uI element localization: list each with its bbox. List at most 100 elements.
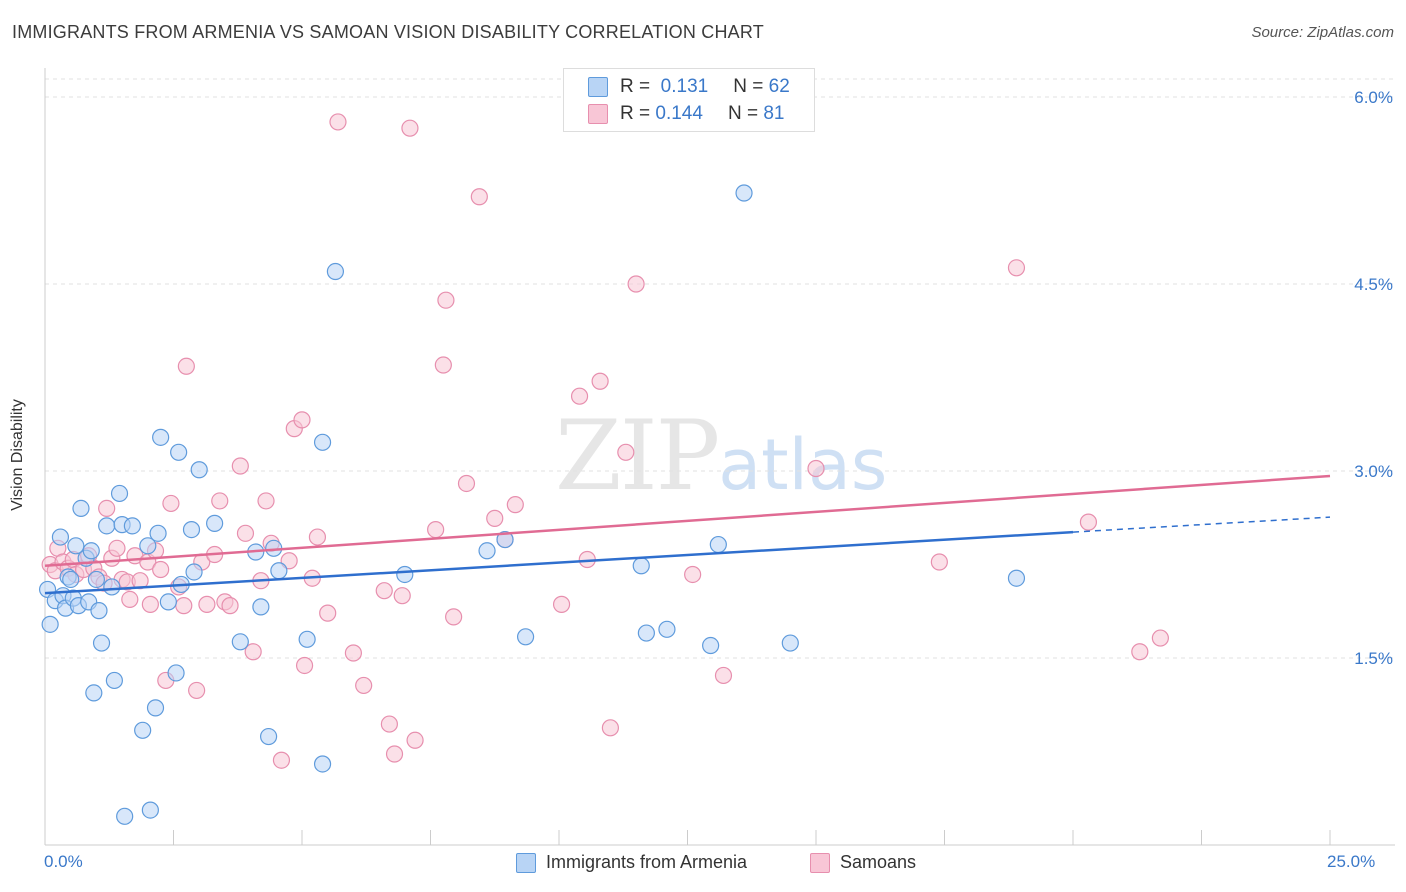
legend-item-samoans[interactable]: Samoans — [810, 852, 916, 873]
legend-label-samoans: Samoans — [840, 852, 917, 872]
samoans-point — [1131, 643, 1149, 661]
armenia-point — [92, 634, 111, 652]
samoans-point — [601, 719, 620, 737]
samoans-point — [486, 509, 504, 527]
samoans-point — [141, 595, 159, 613]
samoans-point — [445, 608, 463, 626]
armenia-point — [709, 535, 727, 554]
armenia-point — [98, 517, 116, 535]
armenia-point — [116, 807, 134, 825]
chart-title: IMMIGRANTS FROM ARMENIA VS SAMOAN VISION… — [12, 22, 764, 42]
samoans-point — [930, 553, 948, 571]
armenia-point — [85, 684, 103, 702]
y-tick-label: 3.0% — [1354, 462, 1393, 481]
samoans-point — [401, 119, 419, 137]
armenia-point — [632, 557, 650, 575]
samoans-point — [236, 524, 255, 542]
armenia-trend-extension — [1072, 516, 1331, 533]
armenia-point — [231, 633, 249, 651]
samoans-point — [1007, 259, 1026, 277]
armenia-legend-swatch — [516, 852, 536, 873]
watermark-zip: ZIP — [555, 400, 720, 512]
samoans-point — [380, 715, 398, 733]
armenia-point — [313, 433, 332, 451]
y-tick-label: 1.5% — [1354, 649, 1393, 668]
samoans-point — [1079, 513, 1098, 531]
stats-row-samoans: R = 0.144 N = 81 — [588, 101, 784, 127]
samoans-point — [98, 499, 116, 517]
samoans-point — [714, 666, 733, 685]
samoans-point — [385, 745, 404, 763]
samoans-point — [375, 582, 393, 600]
watermark: ZIPatlas — [555, 400, 887, 512]
armenia-point — [51, 528, 70, 546]
armenia-point — [87, 570, 106, 589]
r-label: R = — [620, 76, 651, 97]
samoans-point — [1151, 629, 1169, 647]
armenia-point — [141, 801, 159, 819]
armenia-point — [702, 636, 720, 655]
armenia-point — [206, 514, 224, 532]
samoans-point — [272, 751, 291, 769]
samoans-point — [257, 492, 275, 510]
grid — [45, 78, 1395, 659]
legend-item-armenia[interactable]: Immigrants from Armenia — [516, 852, 747, 873]
samoans-point — [211, 492, 229, 510]
armenia-point — [72, 499, 90, 517]
armenia-point — [637, 624, 655, 642]
samoans-point — [393, 587, 411, 605]
armenia-point — [90, 602, 108, 620]
armenia-point — [781, 634, 799, 652]
samoans-point — [308, 528, 327, 546]
samoans-point — [319, 604, 337, 622]
armenia-swatch — [588, 77, 608, 97]
armenia-trend-line — [44, 530, 1074, 595]
r-value: 0.131 — [660, 76, 709, 97]
samoans-point — [506, 496, 524, 514]
samoans-point — [162, 494, 180, 513]
armenia-point — [516, 628, 535, 646]
samoans-point — [329, 113, 347, 131]
armenia-point — [105, 671, 123, 690]
armenia-point — [62, 570, 80, 589]
armenia-point — [396, 565, 414, 584]
samoans-point — [198, 595, 216, 613]
stats-row-armenia: R = 0.131 N = 62 — [588, 74, 790, 100]
samoans-point — [177, 357, 195, 375]
x-tick-label-min: 0.0% — [44, 852, 83, 871]
samoans-point — [552, 595, 571, 613]
samoans-point — [807, 459, 825, 478]
series-legend: Immigrants from Armenia Samoans — [0, 852, 1406, 878]
y-tick-labels: 1.5% 3.0% 4.5% 6.0% — [1354, 88, 1393, 668]
n-label: N = — [733, 76, 764, 97]
stats-legend: R = 0.131 N = 62 R = 0.144 N = 81 — [563, 68, 815, 132]
samoans-point — [231, 457, 249, 475]
armenia-point — [67, 537, 85, 555]
armenia-point — [298, 630, 316, 648]
armenia-point — [149, 524, 167, 542]
armenia-point — [139, 537, 157, 555]
armenia-point — [170, 443, 188, 461]
armenia-point — [110, 484, 129, 503]
y-tick-label: 6.0% — [1354, 88, 1393, 107]
n-label: N = — [727, 103, 759, 124]
n-value: 81 — [763, 103, 785, 124]
source-label: Source: ZipAtlas.com — [1251, 24, 1394, 41]
samoans-trend-line — [44, 474, 1331, 567]
samoans-point — [295, 656, 314, 675]
armenia-point — [159, 593, 177, 611]
samoans-point — [175, 597, 193, 615]
armenia-point — [185, 563, 203, 581]
armenia-point — [167, 664, 185, 682]
x-tick-label-max: 25.0% — [1327, 852, 1376, 871]
armenia-point — [326, 262, 345, 281]
armenia-point — [103, 578, 121, 596]
samoans-point — [293, 411, 311, 429]
samoans-point — [627, 275, 645, 293]
samoans-point — [152, 560, 170, 579]
samoans-point — [434, 356, 452, 374]
armenia-point — [146, 699, 165, 717]
samoans-point — [244, 643, 262, 661]
armenia-point — [152, 428, 170, 446]
samoans-point — [344, 644, 362, 662]
